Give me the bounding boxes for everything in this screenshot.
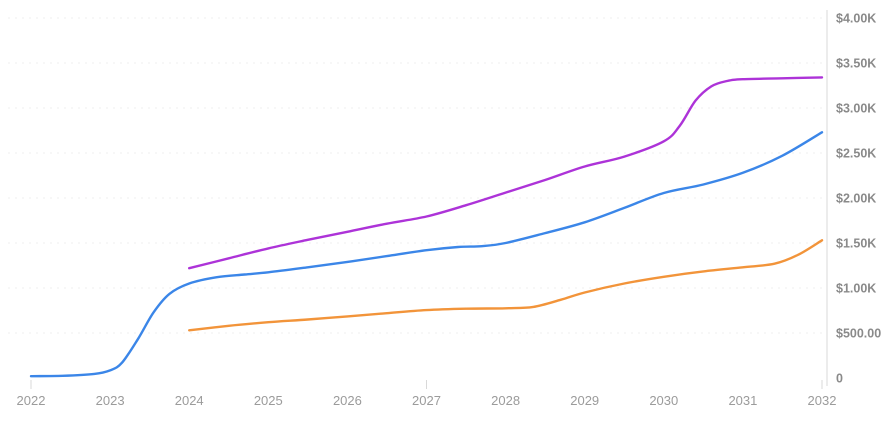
y-axis-label: $500.00	[836, 327, 881, 341]
x-axis-label: 2025	[254, 393, 283, 408]
y-axis-label: $2.00K	[836, 192, 876, 206]
y-axis-label: $4.00K	[836, 12, 876, 26]
x-axis-label: 2029	[570, 393, 599, 408]
x-axis-label: 2028	[491, 393, 520, 408]
series-line-blue-series	[29, 131, 824, 378]
y-axis-label: $1.00K	[836, 282, 876, 296]
x-axis-label: 2032	[808, 393, 837, 408]
y-axis-label: $2.50K	[836, 147, 876, 161]
x-axis-label: 2024	[175, 393, 204, 408]
x-axis-label: 2022	[17, 393, 46, 408]
x-axis-label: 2030	[649, 393, 678, 408]
x-axis-label: 2026	[333, 393, 362, 408]
x-axis-label: 2027	[412, 393, 441, 408]
series-line-purple-series	[188, 76, 824, 270]
series-line-orange-series	[188, 239, 824, 332]
y-axis-label: $3.00K	[836, 102, 876, 116]
x-axis-label: 2023	[96, 393, 125, 408]
x-axis-label: 2031	[728, 393, 757, 408]
y-axis-label: $1.50K	[836, 237, 876, 251]
y-axis-label: $3.50K	[836, 57, 876, 71]
y-axis-label: 0	[836, 372, 843, 386]
